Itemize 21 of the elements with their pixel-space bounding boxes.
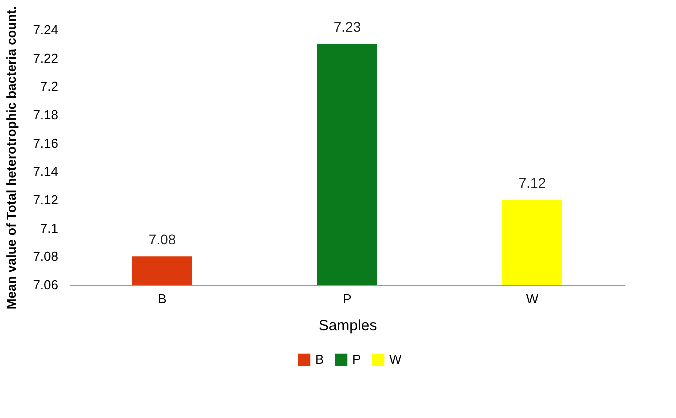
y-axis-title: Mean value of Total heterotrophic bacteria count. [4,6,20,310]
y-tick-label: 7.18 [33,108,58,122]
data-label: 7.23 [334,19,362,36]
x-tick-label: W [526,292,540,306]
legend-label: W [390,352,402,367]
y-tick-label: 7.08 [33,249,58,264]
y-tick-label: 7.1 [40,220,58,236]
x-tick-label: P [343,292,352,306]
y-tick-label: 7.2 [40,79,58,94]
legend-label: P [352,352,362,367]
y-tick-label: 7.06 [33,278,58,292]
data-label: 7.12 [518,175,546,191]
y-tick-label: 7.12 [33,192,58,208]
y-tick-label: 7.24 [33,22,58,38]
data-label: 7.08 [148,232,176,248]
y-tick-label: 7.16 [33,136,58,151]
x-axis-title: Samples [318,318,378,334]
x-tick-label: B [158,292,167,306]
y-tick-label: 7.14 [33,164,58,180]
y-tick-label: 7.22 [33,50,58,66]
legend-label: B [316,352,324,367]
